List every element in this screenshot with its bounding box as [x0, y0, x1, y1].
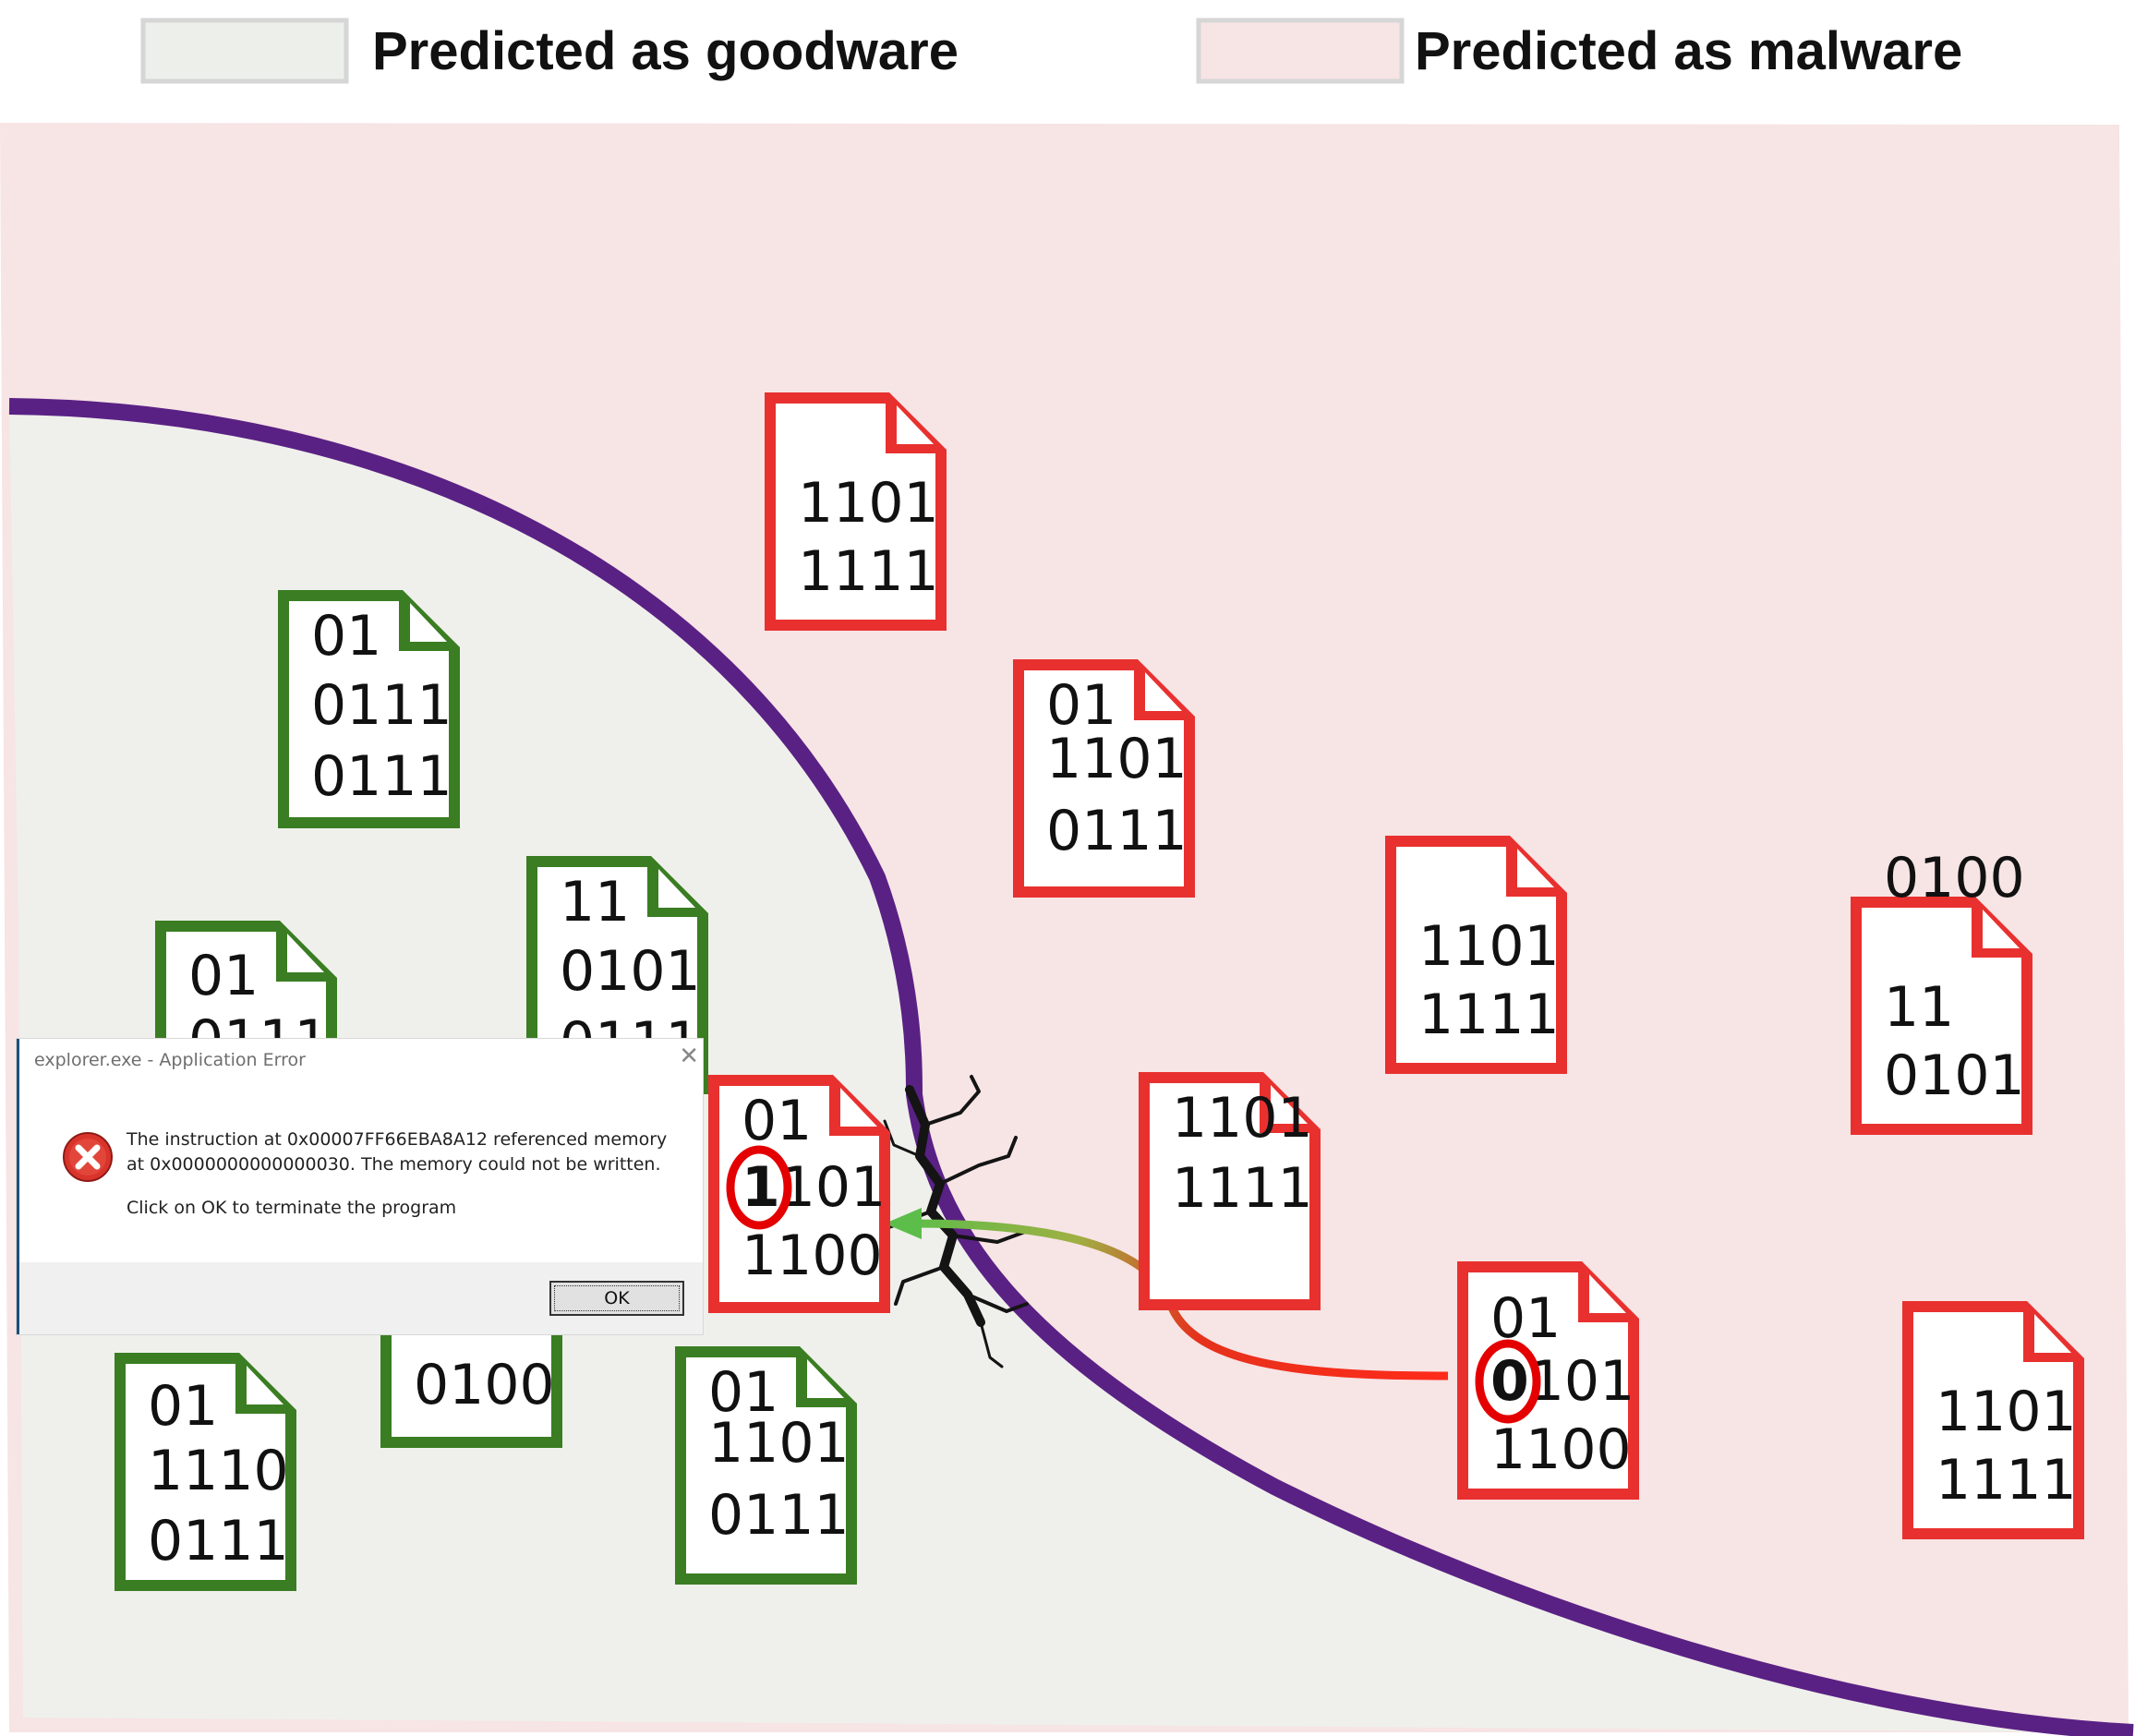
- file-bits-line: 1101: [798, 471, 939, 536]
- file-bits-line: 0100: [1884, 846, 2025, 910]
- file-bits-line: 1100: [1490, 1417, 1632, 1482]
- file-bits-line: 1111: [1172, 1156, 1313, 1221]
- folded-corner: [840, 1088, 877, 1127]
- file-bits-line: 1101: [742, 1155, 886, 1220]
- file-bits-line: 0101: [560, 939, 701, 1004]
- file-bits-line: 1111: [1418, 983, 1560, 1047]
- folded-corner: [1589, 1274, 1626, 1313]
- highlight-ring: [726, 1145, 792, 1230]
- dialog-message: The instruction at 0x00007FF66EBA8A12 re…: [127, 1129, 668, 1175]
- error-dialog: explorer.exe - Application Error ✕ The i…: [17, 1039, 703, 1334]
- file-bits-line: 1110: [148, 1439, 289, 1503]
- folded-corner: [1983, 910, 2020, 948]
- file-bits-line: 1111: [798, 539, 939, 604]
- folded-corner: [1271, 1085, 1308, 1124]
- dialog-title: explorer.exe - Application Error: [34, 1050, 306, 1070]
- file-bits-line: 0111: [708, 1483, 850, 1548]
- legend-swatch-goodware: [140, 18, 349, 84]
- file-bits-line: 0100: [414, 1353, 555, 1417]
- file-bits-line: 1101: [1172, 1086, 1313, 1151]
- folded-corner: [1145, 672, 1182, 711]
- file-bits-line: 0111: [1046, 799, 1188, 863]
- folded-corner: [1517, 849, 1554, 887]
- folded-corner: [287, 934, 324, 972]
- decision-boundary: [8, 398, 2134, 1736]
- legend-label-goodware: Predicted as goodware: [372, 21, 959, 81]
- error-x-icon: [63, 1132, 113, 1182]
- file-bits-line: 1101: [1418, 914, 1560, 979]
- file-bits-line: 0111: [311, 673, 452, 738]
- file-bits-line: 1100: [742, 1224, 883, 1288]
- file-bits-line: 01: [148, 1374, 218, 1439]
- highlight-ring: [1475, 1339, 1541, 1424]
- folded-corner: [410, 603, 447, 642]
- folded-corner: [2034, 1314, 2071, 1353]
- file-bits-line: 0111: [311, 744, 452, 809]
- dialog-footer: OK: [19, 1262, 703, 1334]
- file-bits-line: 01: [311, 604, 381, 669]
- file-bits-line: 0101: [1490, 1349, 1634, 1414]
- file-bits-line: 1101: [708, 1411, 850, 1476]
- file-bits-line: 01: [188, 944, 259, 1008]
- folded-corner: [247, 1366, 283, 1404]
- folded-corner: [807, 1359, 844, 1398]
- file-bits-line: 0101: [1884, 1043, 2025, 1108]
- file-bits-line: 11: [1884, 975, 1954, 1040]
- file-bits-line: 01: [708, 1360, 778, 1425]
- file-bits-line: 11: [560, 870, 630, 934]
- file-bits-line: 01: [742, 1089, 812, 1153]
- close-icon[interactable]: ✕: [679, 1043, 699, 1070]
- folded-corner: [658, 869, 695, 908]
- ok-button[interactable]: OK: [549, 1281, 684, 1316]
- crack-icon: [859, 1075, 1029, 1368]
- file-bits-line: 01: [1046, 673, 1116, 738]
- file-bits-line: 1111: [1936, 1448, 2077, 1513]
- file-bits-line: 1101: [1046, 727, 1188, 791]
- arrow-head-icon: [885, 1208, 922, 1239]
- file-bits-line: 0111: [148, 1509, 289, 1573]
- legend-swatch-malware: [1196, 18, 1405, 84]
- file-bits-line: 1101: [1936, 1380, 2077, 1444]
- dialog-prompt: Click on OK to terminate the program: [127, 1198, 457, 1218]
- legend-label-malware: Predicted as malware: [1415, 21, 1962, 81]
- folded-corner: [897, 405, 934, 444]
